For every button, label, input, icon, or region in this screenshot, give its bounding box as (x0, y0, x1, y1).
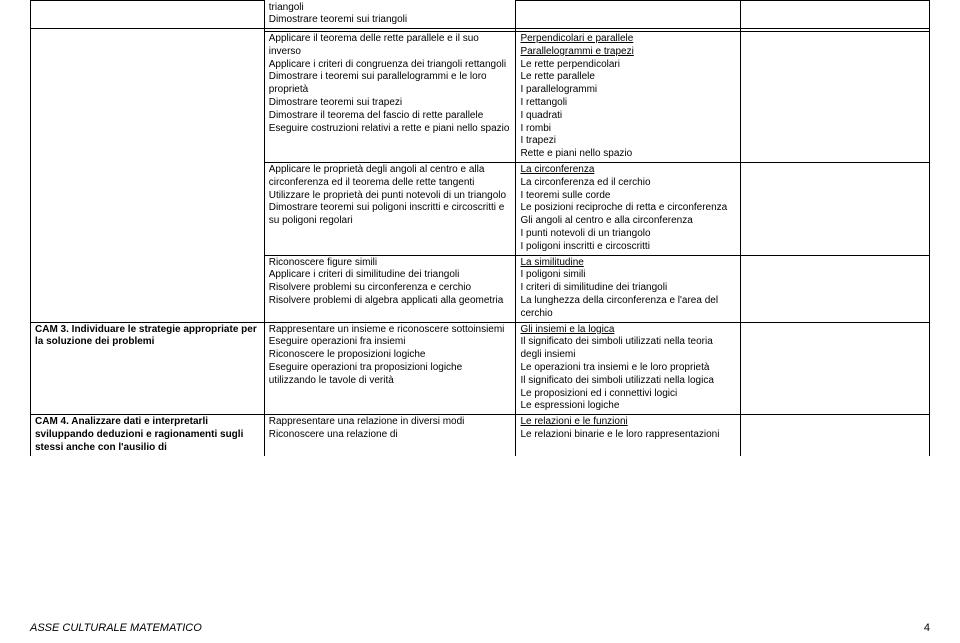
table-cell: Gli insiemi e la logicaIl significato de… (516, 322, 741, 415)
table-cell (31, 255, 265, 322)
table-cell: Rappresentare un insieme e riconoscere s… (264, 322, 516, 415)
table-cell: Applicare il teorema delle rette paralle… (264, 32, 516, 163)
table-cell: Perpendicolari e paralleleParallelogramm… (516, 32, 741, 163)
table-cell (31, 32, 265, 163)
table-row: CAM 3. Individuare le strategie appropri… (31, 322, 930, 415)
table-cell (741, 322, 930, 415)
table-row: CAM 4. Analizzare dati e interpretarli s… (31, 415, 930, 456)
table-cell (31, 163, 265, 256)
table-cell: Applicare le proprietà degli angoli al c… (264, 163, 516, 256)
table-cell: Rappresentare una relazione in diversi m… (264, 415, 516, 456)
table-row: triangoliDimostrare teoremi sui triangol… (31, 1, 930, 29)
content-table: triangoliDimostrare teoremi sui triangol… (30, 0, 930, 456)
table-cell: triangoliDimostrare teoremi sui triangol… (264, 1, 516, 29)
table-cell: CAM 4. Analizzare dati e interpretarli s… (31, 415, 265, 456)
table-row: Applicare le proprietà degli angoli al c… (31, 163, 930, 256)
page-footer: ASSE CULTURALE MATEMATICO 4 (30, 621, 930, 635)
table-cell (741, 32, 930, 163)
table-cell (741, 415, 930, 456)
table-cell (741, 255, 930, 322)
page-container: triangoliDimostrare teoremi sui triangol… (0, 0, 960, 456)
table-cell: CAM 3. Individuare le strategie appropri… (31, 322, 265, 415)
footer-title: ASSE CULTURALE MATEMATICO (30, 621, 202, 635)
table-row: Applicare il teorema delle rette paralle… (31, 32, 930, 163)
table-cell (741, 163, 930, 256)
table-cell (741, 1, 930, 29)
table-cell: La similitudineI poligoni similiI criter… (516, 255, 741, 322)
table-cell (516, 1, 741, 29)
table-cell: Le relazioni e le funzioniLe relazioni b… (516, 415, 741, 456)
table-row: Riconoscere figure similiApplicare i cri… (31, 255, 930, 322)
table-cell (31, 1, 265, 29)
table-cell: La circonferenzaLa circonferenza ed il c… (516, 163, 741, 256)
page-number: 4 (924, 621, 930, 635)
table-cell: Riconoscere figure similiApplicare i cri… (264, 255, 516, 322)
